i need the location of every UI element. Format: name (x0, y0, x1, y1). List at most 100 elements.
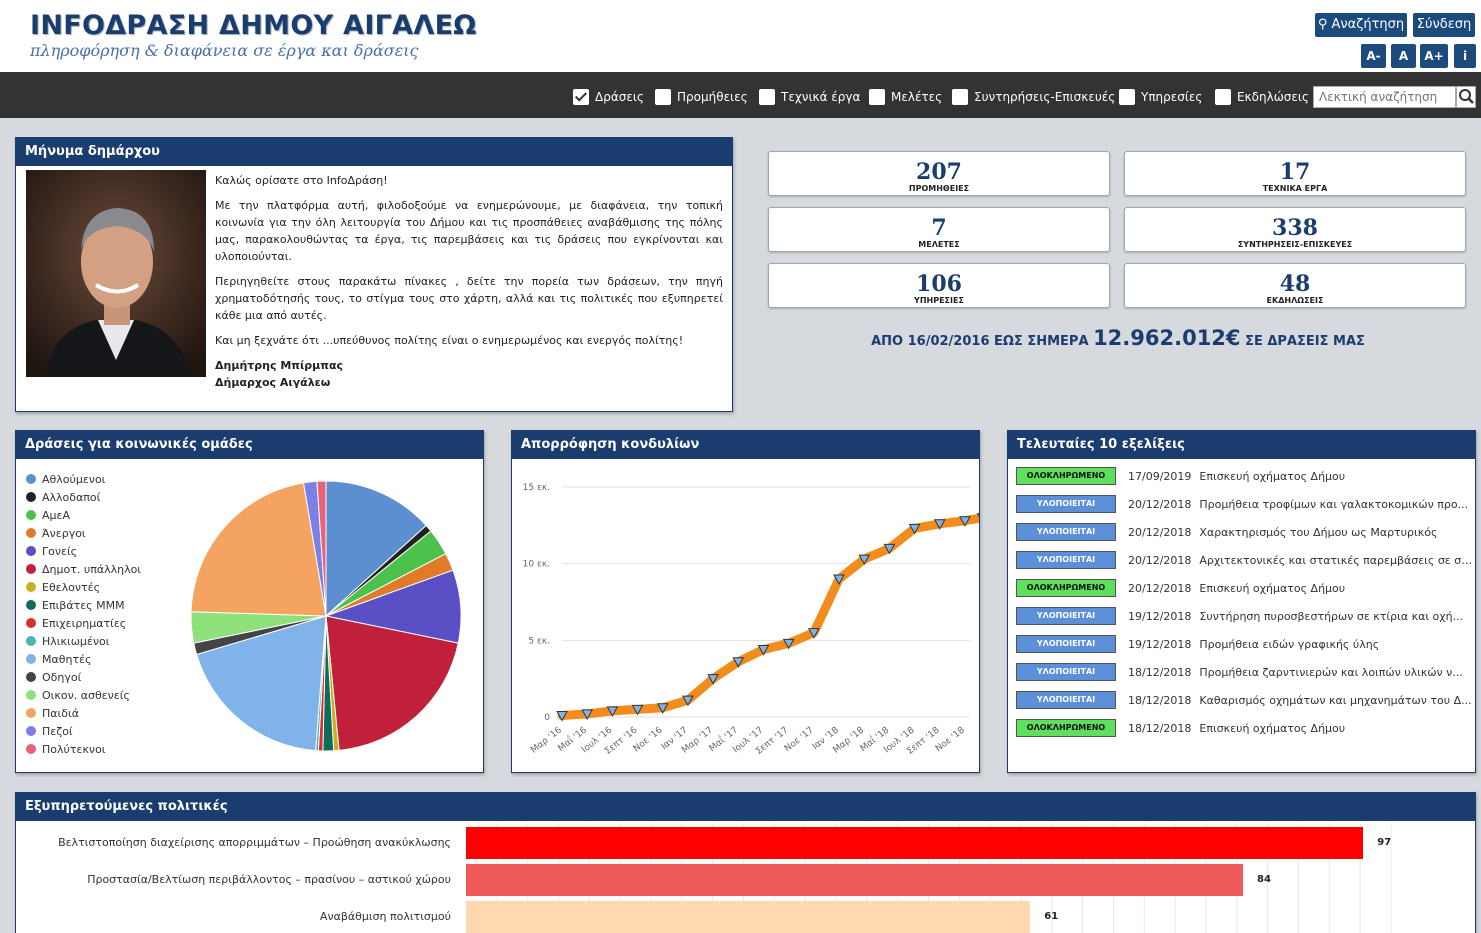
legend-item[interactable]: Άνεργοι (26, 526, 86, 540)
policy-bar[interactable] (466, 901, 1031, 933)
font-reset-button[interactable]: A (1391, 44, 1416, 68)
evolution-title[interactable]: Καθαρισμός οχημάτων και μηχανημάτων του … (1199, 693, 1472, 707)
checkbox[interactable] (573, 89, 589, 105)
evolution-item[interactable]: ΥΛΟΠΟΙΕΙΤΑΙ 20/12/2018 Προμήθεια τροφίμων … (1016, 494, 1474, 514)
legend-item[interactable]: Οικον. ασθενείς (26, 688, 130, 702)
info-button[interactable]: i (1454, 44, 1476, 68)
checkbox[interactable] (952, 89, 968, 105)
evolution-title[interactable]: Προμήθεια τροφίμων και γαλακτοκομικών πρ… (1199, 497, 1469, 511)
legend-item[interactable]: ΑμεΑ (26, 508, 70, 522)
legend-item[interactable]: Αλλοδαποί (26, 490, 100, 504)
stat-ypiresies[interactable]: 106 ΥΠΗΡΕΣΙΕΣ (768, 263, 1110, 308)
data-point[interactable] (933, 519, 946, 530)
filter-ypiresies[interactable]: Υπηρεσίες (1119, 88, 1202, 106)
stat-syntiriseis[interactable]: 338 ΣΥΝΤΗΡΗΣΕΙΣ-ΕΠΙΣΚΕΥΕΣ (1124, 207, 1466, 252)
evolution-item[interactable]: ΟΛΟΚΛΗΡΩΜΕΝΟ 20/12/2018 Επισκευή οχήματος … (1016, 578, 1474, 598)
data-point[interactable] (631, 704, 644, 716)
data-point[interactable] (581, 709, 594, 720)
evolution-item[interactable]: ΥΛΟΠΟΙΕΙΤΑΙ 19/12/2018 Συντήρηση πυροσβεστ… (1016, 606, 1474, 626)
evolution-item[interactable]: ΟΛΟΚΛΗΡΩΜΕΝΟ 17/09/2019 Επισκευή οχήματος … (1016, 466, 1474, 486)
legend-item[interactable]: Αθλούμενοι (26, 472, 105, 486)
search-submit-button[interactable] (1456, 86, 1476, 108)
data-point[interactable] (757, 645, 770, 656)
legend-item[interactable]: Παιδιά (26, 706, 79, 720)
pie-slice[interactable] (325, 480, 427, 618)
evolution-item[interactable]: ΟΛΟΚΛΗΡΩΜΕΝΟ 18/12/2018 Επισκευή οχήματος … (1016, 718, 1474, 738)
evolution-item[interactable]: ΥΛΟΠΟΙΕΙΤΑΙ 18/12/2018 Καθαρισμός οχημάτων… (1016, 690, 1474, 710)
data-point[interactable] (959, 516, 971, 527)
font-decrease-button[interactable]: A- (1361, 44, 1386, 68)
data-point[interactable] (908, 523, 921, 535)
search-button[interactable]: ⚲ Αναζήτηση (1315, 13, 1407, 37)
legend-item[interactable]: Πεζοί (26, 724, 73, 738)
legend-item[interactable]: Πολύτεκνοι (26, 742, 106, 756)
policy-bar[interactable] (466, 827, 1364, 859)
legend-item[interactable]: Μαθητές (26, 652, 91, 666)
data-point[interactable] (808, 628, 820, 639)
data-point[interactable] (732, 657, 745, 668)
checkbox[interactable] (1215, 89, 1231, 105)
evolution-title[interactable]: Αρχιτεκτονικές και στατικές παρεμβάσεις … (1199, 553, 1474, 567)
y-tick-label: 0 (544, 713, 550, 723)
header: INFOΔΡΑΣΗ ΔΗΜΟΥ ΑΙΓΑΛΕΩ πληροφόρηση & δι… (0, 0, 1481, 72)
data-point[interactable] (682, 695, 694, 707)
legend-item[interactable]: Δημοτ. υπάλληλοι (26, 562, 141, 576)
pie-slice[interactable] (190, 482, 327, 617)
data-point[interactable] (976, 513, 979, 523)
evolution-title[interactable]: Προμήθεια ζαρντινιερών και λοιπών υλικών… (1199, 665, 1463, 679)
pie-slice[interactable] (195, 615, 327, 752)
evolution-date: 19/12/2018 (1128, 609, 1192, 623)
stat-value: 106 (916, 271, 962, 297)
data-point[interactable] (833, 574, 845, 586)
policy-bar[interactable] (466, 864, 1243, 896)
evolution-item[interactable]: ΥΛΟΠΟΙΕΙΤΑΙ 20/12/2018 Χαρακτηρισμός του Δ… (1016, 522, 1474, 542)
pie-slice[interactable] (325, 615, 459, 751)
legend-item[interactable]: Ηλικιωμένοι (26, 634, 109, 648)
stat-promitheies[interactable]: 207 ΠΡΟΜΗΘΕΙΕΣ (768, 151, 1110, 196)
checkbox[interactable] (759, 89, 775, 105)
total-amount: 12.962.012€ (1093, 326, 1241, 350)
evolution-title[interactable]: Συντήρηση πυροσβεστήρων σε κτίρια και οχ… (1199, 609, 1464, 623)
data-point[interactable] (656, 703, 669, 714)
login-button[interactable]: Σύνδεση (1413, 13, 1475, 37)
evolution-item[interactable]: ΥΛΟΠΟΙΕΙΤΑΙ 19/12/2018 Προμήθεια ειδών γρα… (1016, 634, 1474, 654)
filter-texnika-erga[interactable]: Τεχνικά έργα (759, 88, 860, 106)
filter-meletes[interactable]: Μελέτες (869, 88, 942, 106)
evolution-item[interactable]: ΥΛΟΠΟΙΕΙΤΑΙ 18/12/2018 Προμήθεια ζαρντινιε… (1016, 662, 1474, 682)
text-search-input[interactable] (1313, 86, 1456, 108)
filter-draseis[interactable]: Δράσεις (573, 88, 644, 106)
data-point[interactable] (782, 638, 795, 650)
status-badge: ΥΛΟΠΟΙΕΙΤΑΙ (1016, 691, 1116, 709)
data-point[interactable] (707, 674, 719, 685)
site-title[interactable]: INFOΔΡΑΣΗ ΔΗΜΟΥ ΑΙΓΑΛΕΩ (30, 10, 477, 41)
filter-promitheies[interactable]: Προμήθειες (655, 88, 748, 106)
evolution-title[interactable]: Προμήθεια ειδών γραφικής ύλης (1199, 637, 1380, 651)
pie-slice[interactable] (316, 480, 327, 617)
evolution-title[interactable]: Χαρακτηρισμός του Δήμου ως Μαρτυρικός (1199, 525, 1438, 539)
evolution-title[interactable]: Επισκευή οχήματος Δήμου (1199, 469, 1346, 483)
font-increase-button[interactable]: A+ (1420, 44, 1448, 68)
evolution-item[interactable]: ΥΛΟΠΟΙΕΙΤΑΙ 20/12/2018 Αρχιτεκτονικές και … (1016, 550, 1474, 570)
stat-texnika-erga[interactable]: 17 ΤΕΧΝΙΚΑ ΕΡΓΑ (1124, 151, 1466, 196)
evolution-title[interactable]: Επισκευή οχήματος Δήμου (1199, 721, 1346, 735)
data-point[interactable] (858, 554, 871, 566)
filter-syntiriseis[interactable]: Συντηρήσεις-Επισκευές (952, 88, 1115, 106)
data-point[interactable] (556, 710, 568, 722)
status-badge: ΟΛΟΚΛΗΡΩΜΕΝΟ (1016, 467, 1116, 485)
legend-item[interactable]: Επιβάτες ΜΜΜ (26, 598, 125, 612)
data-point[interactable] (883, 543, 896, 555)
stat-meletes[interactable]: 7 ΜΕΛΕΤΕΣ (768, 207, 1110, 252)
legend-item[interactable]: Εθελοντές (26, 580, 100, 594)
legend-item[interactable]: Επιχειρηματίες (26, 616, 126, 630)
data-point[interactable] (606, 706, 619, 717)
evolution-title[interactable]: Επισκευή οχήματος Δήμου (1199, 581, 1346, 595)
stat-value: 7 (931, 215, 947, 241)
legend-item[interactable]: Γονείς (26, 544, 77, 558)
stat-ekdiloseis[interactable]: 48 ΕΚΔΗΛΩΣΕΙΣ (1124, 263, 1466, 308)
filter-ekdiloseis[interactable]: Εκδηλώσεις (1215, 88, 1309, 106)
social-groups-panel: Δράσεις για κοινωνικές ομάδες Αθλούμενοι… (15, 430, 484, 773)
checkbox[interactable] (655, 89, 671, 105)
legend-item[interactable]: Οδηγοί (26, 670, 81, 684)
checkbox[interactable] (1119, 89, 1135, 105)
checkbox[interactable] (869, 89, 885, 105)
